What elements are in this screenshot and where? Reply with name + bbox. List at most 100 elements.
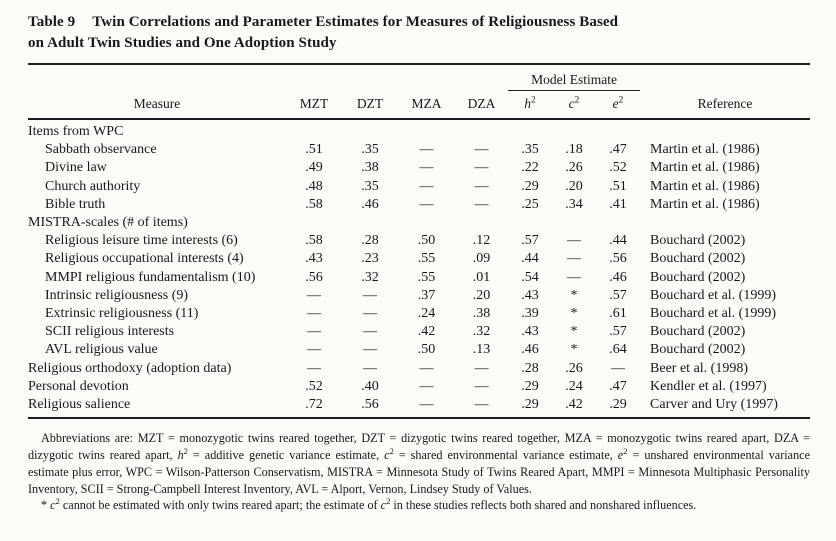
col-header-e2: e2 xyxy=(596,90,641,120)
value-cell: — xyxy=(307,342,321,358)
value-cell: .13 xyxy=(472,342,491,358)
value-cell: .55 xyxy=(417,251,436,267)
value-cell: .37 xyxy=(417,287,436,303)
value-cell: * xyxy=(570,342,578,358)
value-cell: .41 xyxy=(609,196,627,212)
table-title-text2: on Adult Twin Studies and One Adoption S… xyxy=(28,35,337,51)
footnote-segment: = unshared environmental variance estima… xyxy=(28,448,810,496)
value-cell: .47 xyxy=(609,378,627,394)
value-cell: .23 xyxy=(361,251,379,267)
value-cell: .32 xyxy=(361,269,379,285)
footnote-segment: in these studies reflects both shared an… xyxy=(390,498,697,513)
value-cell: .52 xyxy=(609,160,627,176)
value-cell: .54 xyxy=(521,269,539,285)
measure-cell: Sabbath observance xyxy=(45,142,157,158)
col-header-mza: MZA xyxy=(398,90,455,120)
e2-superscript: 2 xyxy=(618,95,624,106)
value-cell xyxy=(342,119,398,141)
value-cell: .43 xyxy=(305,251,323,267)
value-cell: .29 xyxy=(609,397,627,413)
value-cell: — xyxy=(474,160,489,176)
value-cell: .20 xyxy=(472,287,491,303)
value-cell: — xyxy=(567,269,581,285)
measure-cell: MISTRA-scales (# of items) xyxy=(28,215,188,231)
value-cell: — xyxy=(419,160,434,176)
value-cell: .43 xyxy=(521,324,539,340)
reference-cell: Martin et al. (1986) xyxy=(650,142,760,158)
value-cell: * xyxy=(570,287,578,303)
value-cell: .18 xyxy=(565,142,583,158)
value-cell: — xyxy=(474,142,489,158)
value-cell: * xyxy=(570,306,578,322)
value-cell: — xyxy=(307,306,321,322)
value-cell: .26 xyxy=(565,360,583,376)
footnote-segment: c xyxy=(50,498,56,513)
spanner-row: Model Estimate xyxy=(28,64,810,91)
table-row: SCII religious interests — — .42 .32 .43 * .57 B… xyxy=(28,323,810,341)
footnote-segment: cannot be estimated with only twins rear… xyxy=(59,498,381,513)
value-cell: .39 xyxy=(521,306,539,322)
value-cell: .46 xyxy=(521,342,539,358)
value-cell: .61 xyxy=(609,306,627,322)
value-cell: .46 xyxy=(361,196,379,212)
table-title-text1: Twin Correlations and Parameter Estimate… xyxy=(92,14,619,30)
reference-cell xyxy=(640,214,810,232)
value-cell: .40 xyxy=(361,378,379,394)
col-header-measure: Measure xyxy=(28,90,286,120)
value-cell: .29 xyxy=(521,178,539,194)
value-cell: .44 xyxy=(609,233,627,249)
value-cell: .35 xyxy=(521,142,539,158)
value-cell: .43 xyxy=(521,287,539,303)
value-cell: .56 xyxy=(361,397,379,413)
table-body: Items from WPC Sabbath observance .51 .35 — —… xyxy=(28,119,810,418)
footnote-paragraph: * c 2 cannot be estimated with only twins… xyxy=(28,497,810,514)
value-cell xyxy=(596,214,640,232)
h2-superscript: 2 xyxy=(531,95,536,106)
value-cell: .01 xyxy=(472,269,491,285)
column-header-row: Measure MZT DZT MZA DZA h2 c2 e2 Referen… xyxy=(28,90,811,120)
table-row: Religious orthodoxy (adoption data) — — — —.… xyxy=(28,360,810,378)
measure-cell: Intrinsic religiousness (9) xyxy=(45,287,189,303)
value-cell: — xyxy=(419,360,434,376)
table-row: Extrinsic religiousness (11) — — .24 .38 .39 *… xyxy=(28,305,810,323)
value-cell: — xyxy=(474,378,489,394)
reference-cell xyxy=(640,119,810,141)
footnote-segment: * xyxy=(41,498,51,513)
measure-cell: Personal devotion xyxy=(28,378,129,394)
value-cell: .46 xyxy=(609,269,627,285)
footnote-segment: 2 xyxy=(389,445,394,456)
footnote-segment: e xyxy=(617,448,624,463)
c2-symbol: c xyxy=(568,96,575,111)
measure-cell: Bible truth xyxy=(45,196,106,212)
value-cell: .58 xyxy=(305,196,323,212)
value-cell: — xyxy=(567,251,581,267)
reference-cell: Beer et al. (1998) xyxy=(650,360,748,376)
footnote-segment: = shared environmental variance estimate… xyxy=(393,448,618,463)
table-row: AVL religious value — — .50 .13 .46 * .64 Boucha… xyxy=(28,341,810,359)
reference-cell: Martin et al. (1986) xyxy=(650,178,760,194)
reference-cell: Carver and Ury (1997) xyxy=(650,397,778,413)
value-cell: .64 xyxy=(609,342,627,358)
value-cell: .29 xyxy=(521,397,539,413)
value-cell: .09 xyxy=(472,251,491,267)
spanner-spacer-left xyxy=(28,64,508,91)
value-cell xyxy=(552,214,596,232)
col-header-reference: Reference xyxy=(640,90,811,120)
value-cell: .51 xyxy=(305,142,323,158)
value-cell xyxy=(508,119,552,141)
value-cell: .50 xyxy=(417,342,436,358)
group-row: Items from WPC xyxy=(28,119,810,141)
col-header-mzt: MZT xyxy=(286,90,342,120)
measure-cell: SCII religious interests xyxy=(45,324,175,340)
footnote-segment: 2 xyxy=(386,496,391,507)
table-row: Personal devotion .52 .40 — — .29 .24 .47 Kendle… xyxy=(28,378,810,396)
value-cell: .28 xyxy=(361,233,379,249)
value-cell: .28 xyxy=(521,360,539,376)
value-cell: .25 xyxy=(521,196,539,212)
table-row: Religious occupational interests (4) .43.… xyxy=(28,250,810,268)
value-cell: — xyxy=(567,233,581,249)
value-cell: .49 xyxy=(305,160,323,176)
value-cell: .47 xyxy=(609,142,627,158)
value-cell: .22 xyxy=(521,160,539,176)
footnote-segment: 2 xyxy=(623,445,628,456)
